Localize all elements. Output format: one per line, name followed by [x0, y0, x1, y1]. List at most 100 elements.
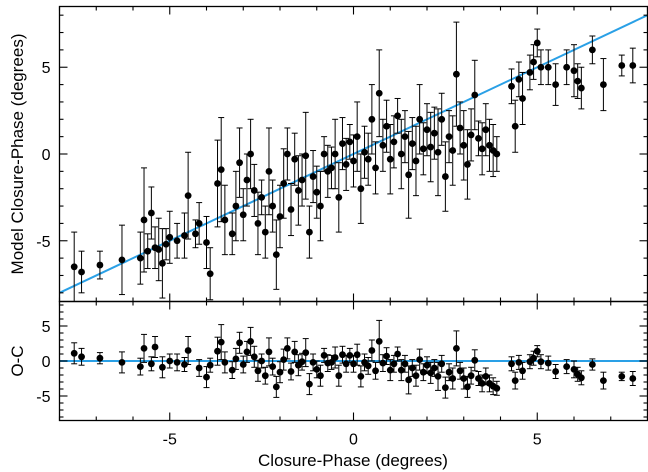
bottom-data-point-50 — [342, 354, 350, 373]
top-point-marker — [449, 147, 457, 154]
bottom-point-marker — [184, 347, 192, 354]
bottom-data-point-95 — [519, 361, 526, 380]
top-data-point-89 — [471, 59, 479, 131]
bottom-point-marker — [408, 364, 416, 372]
top-data-point-29 — [250, 163, 258, 217]
bottom-point-marker — [629, 375, 637, 382]
top-data-point-16 — [192, 219, 199, 249]
top-data-point-3 — [118, 224, 126, 296]
bottom-point-marker — [357, 373, 365, 380]
top-point-marker — [482, 126, 490, 134]
bottom-data-point-92 — [508, 356, 515, 372]
top-data-point-61 — [368, 84, 376, 155]
top-point-marker — [515, 75, 523, 83]
bottom-point-marker — [588, 361, 596, 368]
top-point-marker — [96, 261, 104, 269]
bottom-data-point-43 — [317, 364, 324, 387]
bottom-point-marker — [464, 383, 471, 391]
top-point-marker — [493, 150, 501, 158]
top-point-marker — [629, 62, 637, 69]
top-data-point-98 — [515, 61, 523, 98]
top-point-marker — [427, 143, 435, 151]
top-point-marker — [350, 157, 357, 165]
bottom-data-point-23 — [243, 340, 251, 363]
bottom-data-point-11 — [181, 357, 188, 372]
top-data-point-103 — [537, 49, 545, 86]
top-data-point-100 — [526, 54, 534, 91]
top-point-marker — [221, 216, 229, 224]
bottom-data-point-2 — [96, 352, 104, 365]
bottom-point-marker — [430, 364, 438, 372]
top-data-point-34 — [269, 179, 277, 233]
top-point-marker — [423, 126, 431, 134]
bottom-point-marker — [78, 353, 85, 361]
bottom-data-point-1 — [78, 347, 85, 366]
top-point-marker — [166, 233, 174, 241]
bottom-data-point-78 — [445, 363, 453, 382]
bottom-data-point-74 — [430, 359, 438, 377]
top-point-marker — [214, 180, 221, 187]
top-point-marker — [203, 239, 210, 246]
bottom-point-marker — [342, 360, 350, 368]
top-point-marker — [588, 46, 596, 54]
top-point-marker — [155, 246, 163, 253]
top-point-marker — [313, 188, 321, 196]
bottom-data-point-57 — [368, 339, 376, 362]
bottom-point-marker — [511, 377, 519, 384]
top-point-marker — [320, 150, 328, 158]
bottom-data-point-4 — [136, 357, 144, 376]
bottom-data-point-75 — [434, 361, 442, 391]
top-point-marker — [162, 240, 170, 248]
bottom-point-marker — [438, 360, 446, 368]
top-point-marker — [294, 187, 302, 194]
bottom-point-marker — [456, 367, 464, 375]
top-point-marker — [232, 202, 240, 210]
bottom-data-point-88 — [482, 367, 490, 386]
top-point-marker — [261, 228, 269, 236]
bottom-marks — [70, 319, 637, 399]
bottom-point-marker — [228, 366, 236, 374]
bottom-data-point-13 — [195, 359, 203, 377]
top-data-point-91 — [478, 122, 486, 176]
top-point-marker — [276, 213, 284, 220]
top-point-marker — [147, 209, 155, 217]
top-y-tick-label: -5 — [36, 234, 50, 251]
bottom-point-marker — [203, 373, 210, 381]
top-point-marker — [438, 115, 446, 123]
top-point-marker — [430, 129, 438, 137]
bottom-point-marker — [320, 352, 328, 359]
top-point-marker — [258, 193, 266, 201]
top-point-marker — [247, 150, 255, 158]
bottom-data-point-10 — [173, 353, 181, 372]
bottom-point-marker — [70, 349, 78, 357]
bottom-data-point-32 — [276, 361, 284, 384]
bottom-point-marker — [217, 338, 225, 346]
bottom-data-point-0 — [70, 342, 78, 365]
top-data-point-12 — [166, 210, 174, 264]
top-data-point-5 — [140, 167, 148, 273]
bottom-point-marker — [247, 338, 255, 345]
top-data-point-88 — [467, 108, 475, 162]
bottom-data-point-47 — [331, 346, 339, 369]
top-marks — [70, 21, 637, 302]
bottom-point-marker — [618, 373, 626, 380]
top-point-marker — [441, 173, 449, 180]
top-point-marker — [563, 63, 571, 71]
top-point-marker — [530, 58, 537, 66]
bottom-point-marker — [306, 380, 313, 388]
bottom-data-point-102 — [563, 359, 571, 375]
bottom-point-marker — [140, 345, 148, 352]
top-point-marker — [467, 131, 475, 139]
top-data-point-73 — [412, 125, 420, 197]
top-point-marker — [298, 176, 306, 184]
bottom-ticks — [58, 301, 648, 421]
bottom-point-marker — [283, 345, 291, 352]
bottom-point-marker — [394, 350, 401, 358]
bottom-point-marker — [577, 374, 585, 382]
bottom-data-point-106 — [588, 358, 596, 371]
top-data-point-59 — [361, 125, 368, 179]
top-data-point-77 — [427, 111, 435, 183]
top-point-marker — [144, 247, 152, 255]
bottom-point-marker — [313, 366, 321, 373]
top-data-point-101 — [530, 44, 537, 80]
